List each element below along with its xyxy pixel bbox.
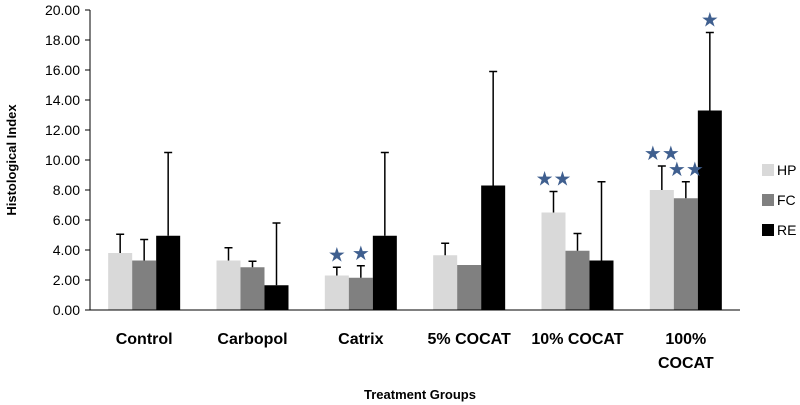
- error-bars: [116, 31, 714, 286]
- x-category-label: COCAT: [658, 355, 714, 372]
- legend-swatch-fc: [762, 194, 774, 206]
- bar-re: [264, 285, 289, 310]
- bar-hp: [649, 190, 674, 310]
- significance-star: ★: [352, 241, 370, 265]
- significance-star: ★★: [536, 167, 572, 191]
- y-tick-label: 12.00: [45, 122, 80, 138]
- x-category-label: Control: [116, 331, 173, 348]
- y-tick-label: 6.00: [53, 212, 80, 228]
- bar-hp: [324, 275, 349, 310]
- significance-star: ★: [701, 8, 719, 32]
- bar-fc: [565, 250, 590, 310]
- y-axis-ticks: 0.00 2.00 4.00 6.00 8.00 10.00 12.00 14.00 16.00…: [45, 2, 90, 318]
- legend-label: RE: [777, 222, 796, 238]
- y-axis-title: Histological Index: [4, 104, 19, 216]
- y-tick-label: 8.00: [53, 182, 80, 198]
- x-axis-title: Treatment Groups: [364, 387, 476, 402]
- significance-marks: ★ ★★★★★★★★: [328, 8, 719, 267]
- bar-re: [697, 110, 722, 310]
- x-category-label: Catrix: [338, 331, 383, 348]
- bar-fc: [673, 198, 698, 310]
- bars: [108, 110, 722, 310]
- y-tick-label: 0.00: [53, 302, 80, 318]
- legend-label: HP: [777, 162, 796, 178]
- x-category-label: Carbopol: [217, 331, 287, 348]
- bar-fc: [132, 260, 157, 310]
- bar-fc: [240, 267, 265, 310]
- significance-star: ★★: [668, 157, 704, 181]
- bar-re: [589, 260, 614, 310]
- x-category-label: 5% COCAT: [428, 331, 511, 348]
- y-tick-label: 10.00: [45, 152, 80, 168]
- x-axis-category-labels: Control Carbopol Catrix 5% COCAT 10% COCAT 10…: [116, 331, 714, 372]
- bar-hp: [108, 253, 133, 310]
- legend: HP FC RE: [762, 162, 796, 238]
- bar-hp: [216, 260, 241, 310]
- legend-swatch-re: [762, 224, 774, 236]
- legend-label: FC: [777, 192, 796, 208]
- y-tick-label: 2.00: [53, 272, 80, 288]
- bar-hp: [433, 255, 458, 310]
- y-tick-label: 4.00: [53, 242, 80, 258]
- y-tick-label: 14.00: [45, 92, 80, 108]
- bar-hp: [541, 212, 566, 310]
- bar-re: [372, 235, 397, 310]
- significance-star: ★: [328, 242, 346, 266]
- x-category-label: 10% COCAT: [531, 331, 623, 348]
- bar-re: [156, 235, 181, 310]
- legend-swatch-hp: [762, 164, 774, 176]
- bar-fc: [457, 265, 482, 310]
- y-tick-label: 18.00: [45, 32, 80, 48]
- bar-fc: [348, 277, 373, 310]
- y-tick-label: 16.00: [45, 62, 80, 78]
- bar-re: [481, 185, 506, 310]
- y-tick-label: 20.00: [45, 2, 80, 18]
- significance-star: ★★: [644, 141, 680, 165]
- x-category-label: 100%: [665, 331, 706, 348]
